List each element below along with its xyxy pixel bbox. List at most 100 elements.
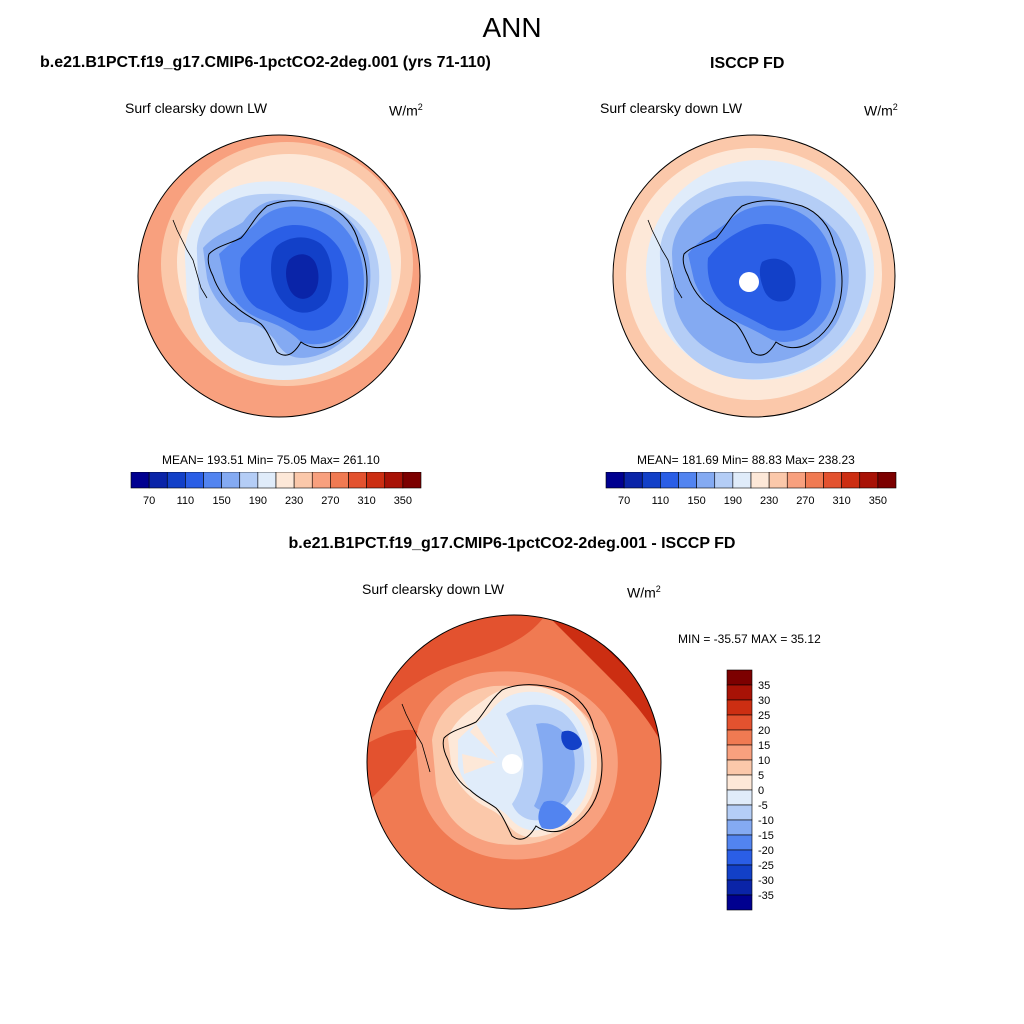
colorbar-swatch — [726, 789, 753, 806]
panel2-map-border — [612, 134, 896, 418]
colorbar-swatch — [750, 472, 770, 489]
panel3-units-base: W/m — [627, 584, 656, 601]
p1-band-dome — [286, 254, 319, 299]
colorbar-swatch — [221, 472, 241, 489]
colorbar-swatch — [726, 879, 753, 896]
panel2-units: W/m2 — [864, 102, 898, 119]
colorbar-tick-label: 190 — [249, 495, 267, 507]
colorbar-tick-label: -10 — [758, 815, 774, 827]
colorbar-swatch — [239, 472, 259, 489]
colorbar-tick-label: 0 — [758, 785, 764, 797]
colorbar-swatch — [714, 472, 734, 489]
colorbar-swatch — [726, 864, 753, 881]
panel3-stats: MIN = -35.57 MAX = 35.12 — [678, 632, 821, 646]
colorbar-tick-label: 30 — [758, 695, 770, 707]
colorbar-tick-label: 270 — [321, 495, 339, 507]
colorbar-swatch — [605, 472, 625, 489]
colorbar-swatch — [311, 472, 331, 489]
figure-title: ANN — [482, 12, 542, 43]
p3-band-local-min — [561, 730, 582, 751]
colorbar-swatch — [348, 472, 367, 489]
panel3-variable-label: Surf clearsky down LW — [362, 581, 505, 597]
colorbar-tick-label: 350 — [869, 495, 887, 507]
panel1-colorbar: 70 110 150 190 230 270 310 350 — [130, 472, 422, 507]
colorbar-swatch — [877, 472, 897, 489]
colorbar-swatch — [859, 472, 879, 489]
colorbar-tick-label: 270 — [796, 495, 814, 507]
colorbar-swatch — [623, 472, 643, 489]
panel3-title: b.e21.B1PCT.f19_g17.CMIP6-1pctCO2-2deg.0… — [288, 535, 736, 552]
p3-band-coastal-cool — [538, 800, 572, 830]
colorbar-tick-label: 70 — [143, 495, 155, 507]
colorbar-swatch — [726, 699, 753, 716]
colorbar-swatch — [402, 472, 422, 489]
panel3-pole-missing-data — [502, 754, 522, 774]
panel1-stats: MEAN= 193.51 Min= 75.05 Max= 261.10 — [162, 453, 380, 467]
colorbar-swatch — [203, 472, 222, 489]
panel3-colorbar: 35 30 25 20 15 10 5 0 -5 -10 -15 -20 -25 -30 -35 — [726, 669, 774, 911]
colorbar-swatch — [726, 669, 753, 686]
colorbar-swatch — [726, 774, 753, 791]
colorbar-tick-label: 25 — [758, 710, 770, 722]
colorbar-tick-label: 110 — [177, 495, 195, 507]
colorbar-tick-label: 150 — [687, 495, 705, 507]
panel3-map-border — [366, 614, 662, 910]
panel2-pole-missing-data — [739, 272, 759, 292]
colorbar-swatch — [726, 744, 753, 761]
colorbar-tick-label: 15 — [758, 740, 770, 752]
panel2-antarctica-coastline — [682, 200, 843, 356]
colorbar-tick-label: 35 — [758, 680, 770, 692]
panel2-units-base: W/m — [864, 102, 893, 119]
colorbar-swatch — [841, 472, 861, 489]
colorbar-swatch — [726, 819, 753, 836]
colorbar-swatch — [641, 472, 661, 489]
colorbar-tick-label: 10 — [758, 755, 770, 767]
colorbar-swatch — [293, 472, 313, 489]
panel1-map-border — [137, 134, 421, 418]
panel2-stats: MEAN= 181.69 Min= 88.83 Max= 238.23 — [637, 453, 855, 467]
p2-band-dome — [759, 258, 796, 302]
colorbar-tick-label: 350 — [394, 495, 412, 507]
colorbar-swatch — [660, 472, 679, 489]
colorbar-tick-label: 110 — [652, 495, 670, 507]
panel2-units-exp: 2 — [892, 102, 898, 112]
colorbar-swatch — [148, 472, 168, 489]
colorbar-swatch — [726, 759, 753, 776]
panel1-variable-label: Surf clearsky down LW — [125, 100, 268, 116]
panel2-colorbar: 70 110 150 190 230 270 310 350 — [605, 472, 897, 507]
colorbar-swatch — [166, 472, 186, 489]
colorbar-swatch — [330, 472, 349, 489]
colorbar-tick-label: -30 — [758, 875, 774, 887]
colorbar-swatch — [257, 472, 277, 489]
p3-streaks — [462, 724, 498, 774]
colorbar-tick-label: 20 — [758, 725, 770, 737]
p3-band-west-warm — [367, 729, 426, 804]
colorbar-swatch — [732, 472, 752, 489]
colorbar-tick-label: 230 — [760, 495, 778, 507]
colorbar-tick-label: 150 — [212, 495, 230, 507]
colorbar-tick-label: 310 — [357, 495, 375, 507]
colorbar-tick-label: -25 — [758, 860, 774, 872]
colorbar-swatch — [823, 472, 842, 489]
panel1-antarctica-coastline — [207, 200, 368, 356]
colorbar-tick-label: 230 — [285, 495, 303, 507]
colorbar-swatch — [185, 472, 204, 489]
panel1-units-base: W/m — [389, 102, 418, 119]
colorbar-tick-label: -35 — [758, 890, 774, 902]
colorbar-tick-label: -5 — [758, 800, 768, 812]
panel1-polar-map — [137, 134, 421, 418]
colorbar-tick-label: 190 — [724, 495, 742, 507]
colorbar-swatch — [726, 729, 753, 746]
colorbar-swatch — [130, 472, 150, 489]
colorbar-tick-label: -15 — [758, 830, 774, 842]
colorbar-swatch — [726, 804, 753, 821]
panel1-units: W/m2 — [389, 102, 423, 119]
panel2-south-america-coastline — [647, 219, 683, 299]
colorbar-swatch — [786, 472, 806, 489]
colorbar-swatch — [726, 714, 753, 731]
colorbar-swatch — [726, 834, 753, 851]
colorbar-swatch — [726, 684, 753, 701]
colorbar-tick-label: 310 — [832, 495, 850, 507]
panel1-south-america-coastline — [172, 219, 208, 299]
colorbar-tick-label: 70 — [618, 495, 630, 507]
